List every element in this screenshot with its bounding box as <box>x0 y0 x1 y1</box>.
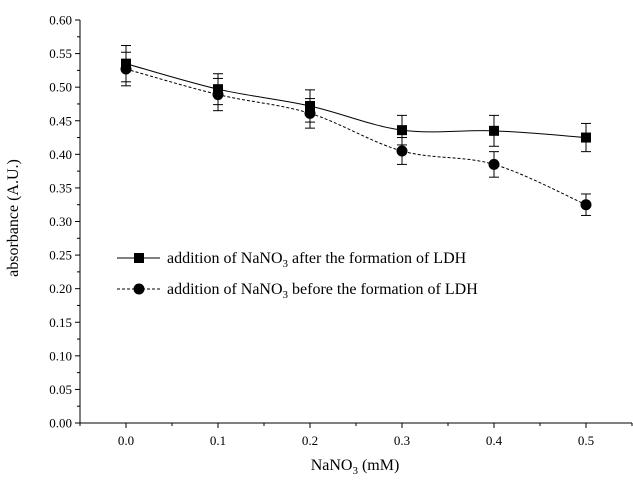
y-tick-label: 0.20 <box>49 281 72 296</box>
y-tick-label: 0.50 <box>49 80 72 95</box>
y-tick-label: 0.05 <box>49 382 72 397</box>
legend-label-rest: after the formation of LDH <box>288 250 467 267</box>
x-axis-title-main: NaNO <box>311 457 353 474</box>
x-tick-label: 0.0 <box>118 433 134 448</box>
legend-entry-2: addition of NaNO3 before the formation o… <box>117 281 478 301</box>
x-axis-title-subscript: 3 <box>352 465 358 477</box>
series-2-point <box>580 199 592 211</box>
x-axis-title: NaNO3 (mM) <box>311 457 400 477</box>
series-1 <box>121 45 591 153</box>
legend-entry-1: addition of NaNO3 after the formation of… <box>117 250 467 270</box>
y-axis-title: absorbance (A.U.) <box>5 159 22 277</box>
y-tick-label: 0.35 <box>49 180 72 195</box>
series-2-point <box>212 89 224 101</box>
series-2-point <box>488 158 500 170</box>
series-2 <box>120 51 592 216</box>
x-tick-label: 0.5 <box>578 433 594 448</box>
axes <box>79 20 632 424</box>
legend-label-subscript: 3 <box>283 258 289 270</box>
legend-marker <box>133 283 145 295</box>
legend-label-rest: before the formation of LDH <box>288 281 478 298</box>
x-tick-label: 0.4 <box>486 433 503 448</box>
legend-label: addition of NaNO3 after the formation of… <box>167 250 467 270</box>
legend-label-main: addition of NaNO <box>167 250 283 267</box>
x-tick-label: 0.1 <box>210 433 226 448</box>
x-axis-title-unit: (mM) <box>358 457 399 474</box>
series-2-point <box>304 107 316 119</box>
series-1-point <box>489 125 499 136</box>
y-tick-label: 0.25 <box>49 248 72 263</box>
series-1-line <box>125 63 587 139</box>
y-tick-label: 0.55 <box>49 46 72 61</box>
legend-label-main: addition of NaNO <box>167 281 283 298</box>
y-tick-label: 0.10 <box>49 348 72 363</box>
y-tick-label: 0.45 <box>49 113 72 128</box>
legend-label-subscript: 3 <box>283 289 289 301</box>
legend-label: addition of NaNO3 before the formation o… <box>167 281 478 301</box>
y-tick-label: 0.15 <box>49 315 72 330</box>
y-tick-label: 0.30 <box>49 214 72 229</box>
x-tick-label: 0.2 <box>302 433 318 448</box>
series-1-point <box>581 132 591 143</box>
series-layer <box>120 45 592 216</box>
series-2-point <box>396 145 408 157</box>
legend: addition of NaNO3 after the formation of… <box>117 250 478 301</box>
ticks: 0.00 0.05 0.10 0.15 0.20 0.25 0.30 0.35 0.40 0.45… <box>49 13 633 448</box>
series-2-point <box>120 63 132 75</box>
series-1-point <box>397 125 407 136</box>
legend-marker <box>134 253 144 263</box>
series-2-line <box>125 68 587 206</box>
y-tick-label: 0.40 <box>49 147 72 162</box>
y-tick-label: 0.60 <box>49 13 72 28</box>
x-tick-label: 0.3 <box>394 433 410 448</box>
y-tick-label: 0.00 <box>49 416 72 431</box>
